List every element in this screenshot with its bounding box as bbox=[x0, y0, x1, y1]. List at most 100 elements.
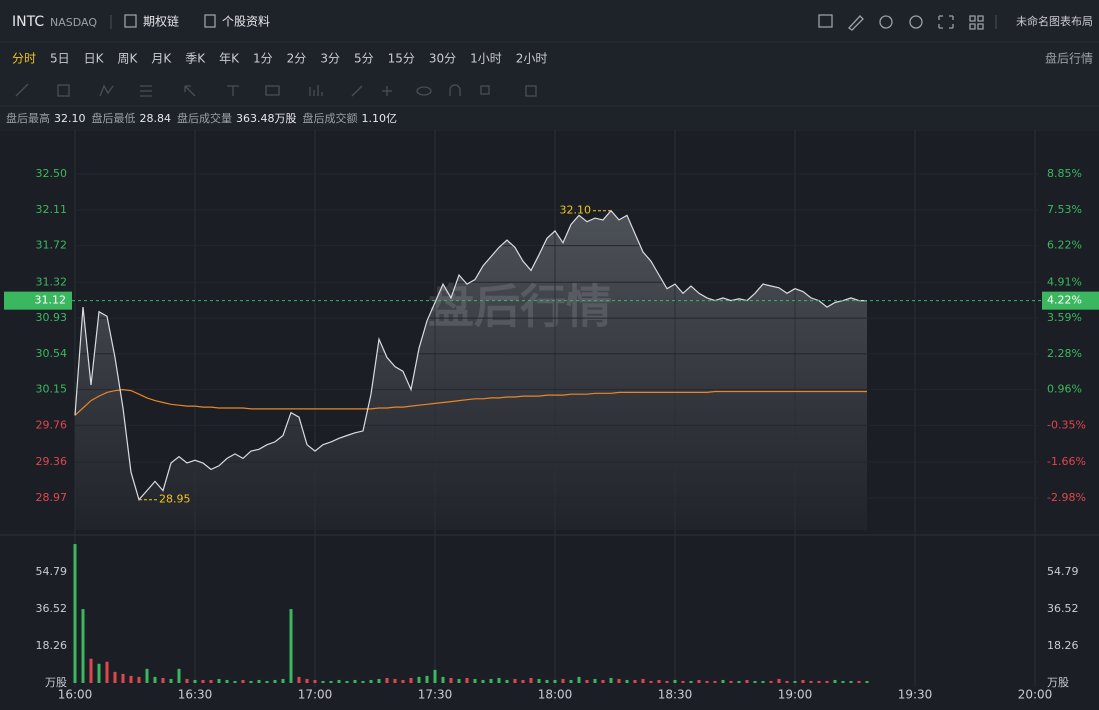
period-tab[interactable]: 5日 bbox=[50, 52, 70, 66]
icon bbox=[140, 85, 152, 97]
volume-bar bbox=[705, 680, 709, 683]
volume-bar bbox=[777, 678, 781, 683]
volume-bar bbox=[353, 679, 357, 683]
x-tick-label: 16:00 bbox=[58, 688, 93, 702]
volume-bar bbox=[161, 677, 165, 683]
volume-bar bbox=[681, 680, 685, 683]
after-hours-tab[interactable]: 盘后行情 bbox=[1045, 51, 1093, 66]
period-tab[interactable]: 季K bbox=[185, 52, 206, 66]
icon bbox=[382, 86, 392, 96]
icon[interactable] bbox=[879, 15, 893, 29]
info-value: 363.48万股 bbox=[236, 112, 297, 125]
options-link[interactable]: 期权链 bbox=[143, 14, 179, 29]
annotation: 32.10 bbox=[560, 204, 592, 217]
volume-bar bbox=[217, 678, 221, 683]
volume-bar bbox=[801, 679, 805, 683]
y2-tick-label: 6.22% bbox=[1047, 239, 1082, 252]
volume-bar bbox=[825, 680, 829, 683]
volume-bar bbox=[233, 680, 237, 683]
y2-tick-label: -2.98% bbox=[1047, 491, 1086, 504]
volume-tick-label-right: 36.52 bbox=[1047, 602, 1079, 615]
volume-bar bbox=[401, 679, 405, 683]
layout-name[interactable]: 未命名图表布局 bbox=[1016, 14, 1093, 28]
volume-bar bbox=[97, 663, 101, 683]
icon bbox=[309, 85, 323, 96]
period-tab[interactable]: 2小时 bbox=[516, 52, 548, 66]
exchange: NASDAQ bbox=[50, 16, 97, 29]
period-tab[interactable]: 15分 bbox=[388, 52, 415, 66]
volume-bar bbox=[569, 679, 573, 683]
volume-bar bbox=[73, 544, 77, 683]
period-tab[interactable]: 周K bbox=[118, 52, 139, 66]
period-tab[interactable]: 5分 bbox=[354, 52, 374, 66]
icon[interactable] bbox=[969, 15, 984, 30]
price-area bbox=[75, 210, 867, 530]
volume-bar bbox=[465, 677, 469, 683]
symbol: INTC bbox=[12, 14, 44, 30]
icon bbox=[265, 85, 280, 96]
volume-bar bbox=[785, 680, 789, 683]
volume-bar bbox=[841, 680, 845, 683]
average-line bbox=[74, 388, 867, 416]
y-tick-label: 30.15 bbox=[36, 383, 68, 396]
volume-bar bbox=[585, 679, 589, 683]
y-tick-label: 31.72 bbox=[36, 239, 68, 252]
volume-bar bbox=[89, 658, 93, 683]
volume-tick-label: 18.26 bbox=[36, 639, 68, 652]
volume-bar bbox=[321, 680, 325, 683]
volume-bar bbox=[497, 677, 501, 683]
profile-link[interactable]: 个股资料 bbox=[222, 15, 270, 29]
period-tab[interactable]: 分时 bbox=[12, 52, 36, 66]
volume-bar bbox=[833, 679, 837, 683]
period-tab[interactable]: 1分 bbox=[253, 52, 273, 66]
last-change: 4.22% bbox=[1047, 294, 1082, 307]
volume-bar bbox=[169, 678, 173, 683]
period-tab[interactable]: 年K bbox=[219, 52, 240, 66]
volume-bar bbox=[649, 680, 653, 683]
volume-tick-label-right: 万股 bbox=[1047, 676, 1069, 689]
period-tab[interactable]: 月K bbox=[151, 52, 172, 66]
x-tick-label: 16:30 bbox=[178, 688, 213, 702]
volume-bar bbox=[113, 671, 117, 683]
y-tick-label: 30.54 bbox=[36, 347, 68, 360]
volume-bar bbox=[609, 677, 613, 683]
period-tab[interactable]: 日K bbox=[84, 52, 105, 66]
volume-bar bbox=[729, 680, 733, 683]
y2-tick-label: 8.85% bbox=[1047, 167, 1082, 180]
icon[interactable] bbox=[909, 15, 923, 29]
period-tab[interactable]: 30分 bbox=[429, 52, 456, 66]
volume-bar bbox=[625, 679, 629, 683]
period-tab[interactable]: 2分 bbox=[287, 52, 307, 66]
icon bbox=[449, 84, 461, 96]
info-label: 盘后最低 bbox=[92, 111, 136, 125]
watermark: 盘后行情 bbox=[428, 280, 612, 334]
icon[interactable] bbox=[818, 14, 833, 28]
y2-tick-label: 0.96% bbox=[1047, 383, 1082, 396]
volume-bar bbox=[529, 677, 533, 683]
volume-bar bbox=[865, 680, 869, 683]
volume-bar bbox=[857, 680, 861, 683]
icon bbox=[124, 14, 137, 28]
volume-bar bbox=[537, 678, 541, 683]
toolbar-icons bbox=[818, 14, 997, 31]
y-tick-label: 32.11 bbox=[36, 203, 68, 216]
volume-bar bbox=[257, 679, 261, 683]
volume-bar bbox=[129, 675, 133, 683]
icon[interactable] bbox=[848, 15, 864, 31]
volume-bar bbox=[393, 678, 397, 683]
icon bbox=[99, 84, 114, 97]
y2-tick-label: 7.53% bbox=[1047, 203, 1082, 216]
volume-bar bbox=[481, 679, 485, 683]
volume-bar bbox=[177, 668, 181, 683]
period-tab[interactable]: 3分 bbox=[320, 52, 340, 66]
volume-bar bbox=[385, 677, 389, 683]
volume-bar bbox=[225, 679, 229, 683]
volume-bar bbox=[193, 679, 197, 683]
y-tick-label: 30.93 bbox=[36, 311, 68, 324]
icon[interactable] bbox=[938, 15, 954, 29]
volume-bar bbox=[137, 676, 141, 683]
x-tick-label: 19:30 bbox=[898, 688, 933, 702]
info-label: 盘后成交额 bbox=[303, 111, 358, 125]
volume-bar bbox=[849, 680, 853, 683]
period-tab[interactable]: 1小时 bbox=[470, 52, 502, 66]
